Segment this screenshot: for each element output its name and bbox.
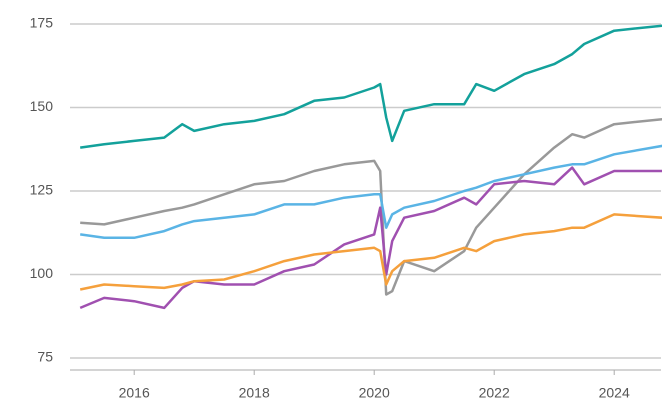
x-tick-label: 2020	[359, 385, 390, 401]
series-line	[79, 166, 662, 310]
x-tick-label: 2018	[239, 385, 270, 401]
y-tick-label: 125	[30, 182, 54, 198]
series-line	[80, 117, 662, 296]
x-tick-label: 2022	[479, 385, 510, 401]
y-tick-label: 100	[30, 265, 54, 281]
y-tick-label: 150	[30, 98, 54, 114]
series-line	[80, 144, 662, 240]
y-tick-label: 175	[30, 15, 54, 31]
x-tick-label: 2016	[119, 385, 150, 401]
series-line	[80, 24, 662, 149]
series-line	[79, 213, 662, 291]
y-tick-label: 75	[37, 349, 53, 365]
x-tick-label: 2024	[599, 385, 630, 401]
